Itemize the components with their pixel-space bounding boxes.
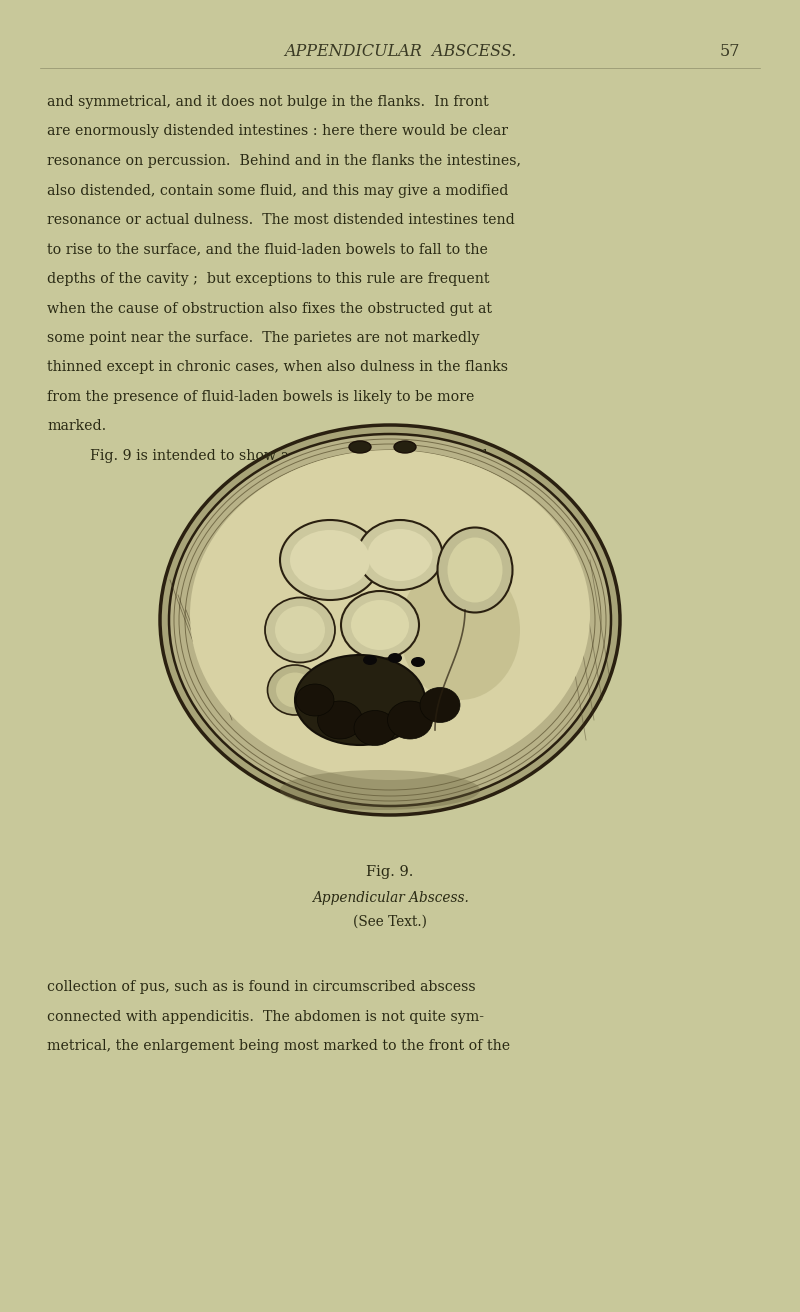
Ellipse shape (354, 711, 396, 745)
Text: 57: 57 (720, 43, 740, 60)
Ellipse shape (394, 441, 416, 453)
Ellipse shape (349, 441, 371, 453)
Ellipse shape (169, 434, 611, 806)
Ellipse shape (280, 770, 480, 810)
Text: to rise to the surface, and the fluid-laden bowels to fall to the: to rise to the surface, and the fluid-la… (47, 243, 488, 257)
Text: connected with appendicitis.  The abdomen is not quite sym-: connected with appendicitis. The abdomen… (47, 1009, 484, 1023)
Ellipse shape (447, 538, 502, 602)
Text: resonance on percussion.  Behind and in the flanks the intestines,: resonance on percussion. Behind and in t… (47, 154, 521, 168)
Ellipse shape (276, 673, 314, 707)
Ellipse shape (296, 684, 334, 716)
Ellipse shape (420, 687, 460, 723)
Ellipse shape (351, 600, 409, 649)
Text: collection of pus, such as is found in circumscribed abscess: collection of pus, such as is found in c… (47, 980, 476, 994)
Text: APPENDICULAR  ABSCESS.: APPENDICULAR ABSCESS. (284, 43, 516, 60)
Text: Appendicular Abscess.: Appendicular Abscess. (311, 891, 469, 905)
Ellipse shape (160, 425, 620, 815)
Ellipse shape (265, 597, 335, 663)
Text: resonance or actual dulness.  The most distended intestines tend: resonance or actual dulness. The most di… (47, 213, 514, 227)
Ellipse shape (190, 450, 590, 781)
Text: (See Text.): (See Text.) (353, 914, 427, 929)
Text: Fig. 9.: Fig. 9. (366, 865, 414, 879)
Ellipse shape (318, 701, 362, 739)
Ellipse shape (341, 590, 419, 659)
Ellipse shape (363, 655, 377, 665)
Ellipse shape (387, 701, 433, 739)
Text: from the presence of fluid-laden bowels is likely to be more: from the presence of fluid-laden bowels … (47, 390, 474, 404)
Ellipse shape (388, 653, 402, 663)
Text: marked.: marked. (47, 420, 106, 433)
Text: depths of the cavity ;  but exceptions to this rule are frequent: depths of the cavity ; but exceptions to… (47, 272, 490, 286)
Ellipse shape (411, 657, 425, 666)
Ellipse shape (290, 530, 370, 590)
Ellipse shape (267, 665, 322, 715)
Ellipse shape (400, 560, 520, 701)
Text: metrical, the enlargement being most marked to the front of the: metrical, the enlargement being most mar… (47, 1039, 510, 1054)
Text: thinned except in chronic cases, when also dulness in the flanks: thinned except in chronic cases, when al… (47, 361, 508, 374)
Text: some point near the surface.  The parietes are not markedly: some point near the surface. The pariete… (47, 331, 479, 345)
Ellipse shape (275, 606, 325, 653)
Text: Fig. 9 is intended to show a section through a localised: Fig. 9 is intended to show a section thr… (90, 449, 488, 463)
Text: also distended, contain some fluid, and this may give a modified: also distended, contain some fluid, and … (47, 184, 508, 198)
Text: when the cause of obstruction also fixes the obstructed gut at: when the cause of obstruction also fixes… (47, 302, 492, 315)
Ellipse shape (295, 655, 425, 745)
Ellipse shape (358, 520, 442, 590)
Ellipse shape (438, 527, 513, 613)
Ellipse shape (280, 520, 380, 600)
Text: and symmetrical, and it does not bulge in the flanks.  In front: and symmetrical, and it does not bulge i… (47, 94, 489, 109)
Text: are enormously distended intestines : here there would be clear: are enormously distended intestines : he… (47, 125, 508, 139)
Ellipse shape (367, 529, 433, 581)
